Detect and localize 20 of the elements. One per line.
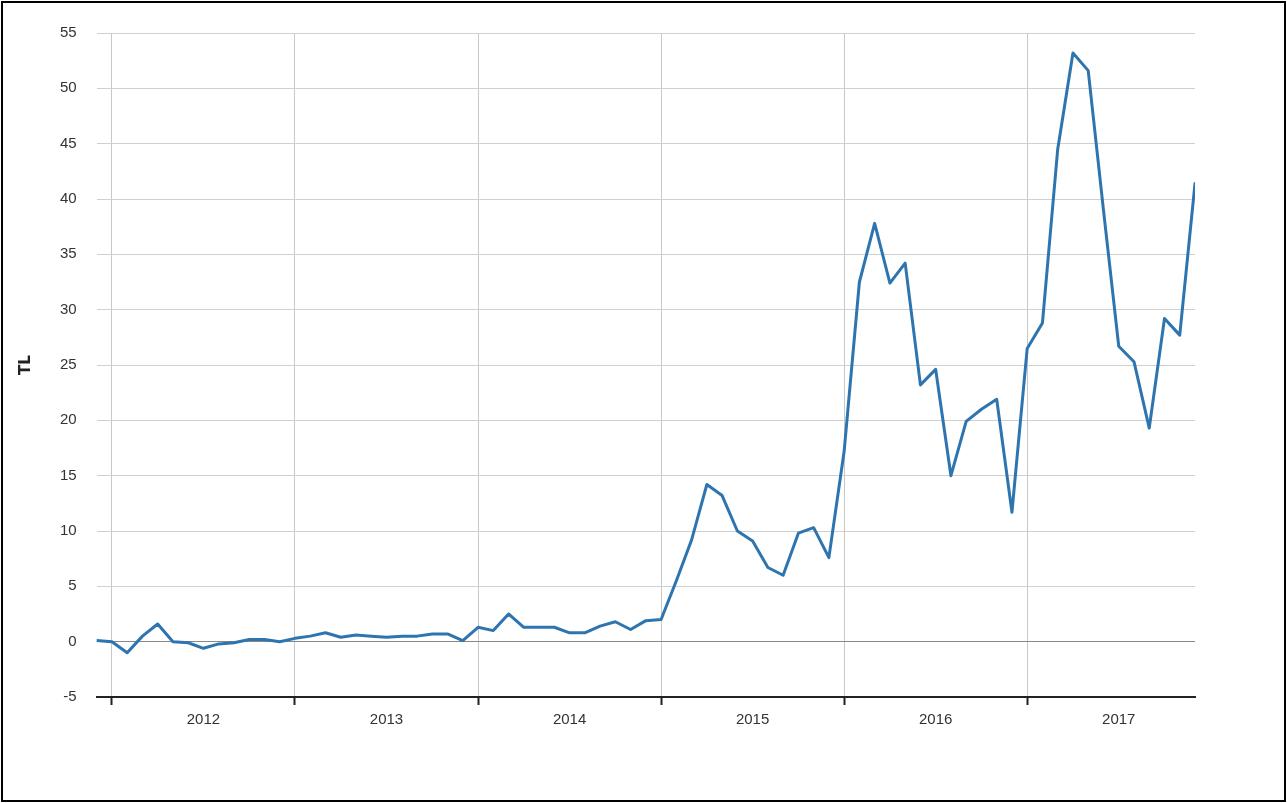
x-tick-label: 2012 — [186, 710, 221, 728]
y-tick-label: 0 — [68, 631, 77, 649]
y-tick-label: 30 — [60, 299, 77, 317]
x-tick-label: 2017 — [1102, 710, 1136, 728]
y-tick-label: 25 — [60, 355, 77, 373]
x-tick-label: 2016 — [918, 710, 953, 728]
y-tick-label: 55 — [60, 23, 77, 41]
y-tick-label: 15 — [60, 465, 77, 483]
y-tick-label: 45 — [60, 133, 77, 151]
y-tick-label: 50 — [60, 78, 77, 96]
x-tick-label: 2013 — [369, 710, 404, 728]
y-tick-label: 35 — [60, 244, 77, 262]
x-tick-label: 2014 — [552, 710, 587, 728]
x-tick-label: 2015 — [735, 710, 770, 728]
y-tick-label: -5 — [63, 687, 77, 705]
y-tick-label: 40 — [60, 189, 77, 207]
y-tick-label: 10 — [60, 521, 77, 539]
y-tick-label: 5 — [68, 576, 77, 594]
y-axis-title: TL — [15, 354, 34, 375]
y-tick-label: 20 — [60, 410, 77, 428]
